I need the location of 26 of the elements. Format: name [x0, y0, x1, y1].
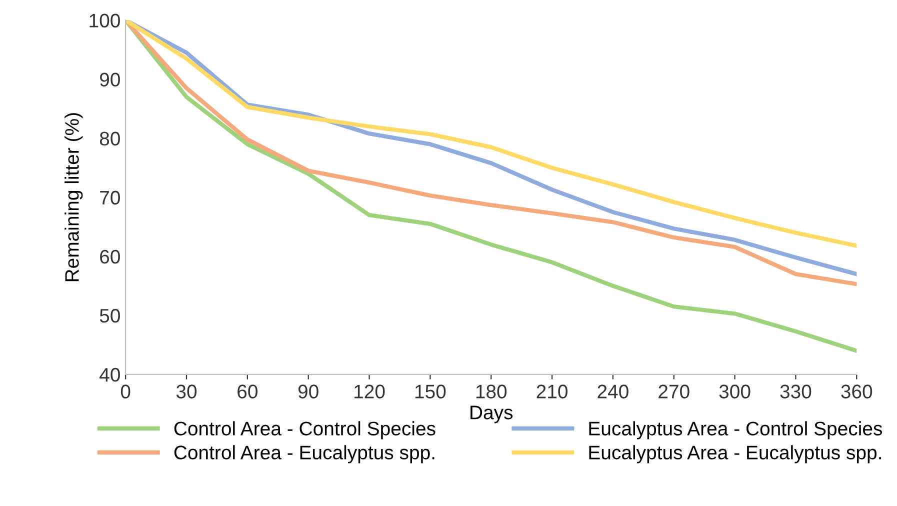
x-tick-label: 180 — [476, 384, 507, 398]
y-tick-label: 80 — [100, 132, 120, 146]
legend-label: Control Area - Eucalyptus spp. — [174, 445, 434, 464]
x-tick-label: 360 — [841, 384, 872, 398]
x-tick-label: 330 — [780, 384, 812, 398]
x-tick-label: 120 — [354, 384, 385, 398]
x-tick-label: 210 — [536, 384, 568, 398]
y-tick-label: 40 — [100, 368, 120, 382]
legend-label: Eucalyptus Area - Control Species — [589, 421, 882, 440]
x-tick-label: 90 — [298, 384, 318, 398]
legend-label: Control Area - Control Species — [174, 421, 436, 440]
x-tick-label: 300 — [719, 384, 750, 398]
x-tick-label: 60 — [238, 384, 258, 398]
x-tick-label: 30 — [176, 384, 197, 398]
x-tick-label: 240 — [598, 384, 628, 398]
y-axis-title: Remaining litter (%) — [64, 113, 83, 282]
x-tick-label: 0 — [120, 384, 130, 398]
y-tick-label: 50 — [100, 308, 120, 323]
y-tick-label: 60 — [100, 250, 120, 264]
x-tick-label: 150 — [415, 384, 446, 398]
x-axis-title: Days — [470, 406, 513, 424]
y-tick-label: 100 — [90, 14, 120, 28]
x-tick-label: 270 — [658, 384, 690, 398]
legend-label: Eucalyptus Area - Eucalyptus spp. — [589, 445, 881, 464]
y-tick-label: 90 — [100, 72, 120, 87]
y-tick-label: 70 — [100, 190, 120, 205]
